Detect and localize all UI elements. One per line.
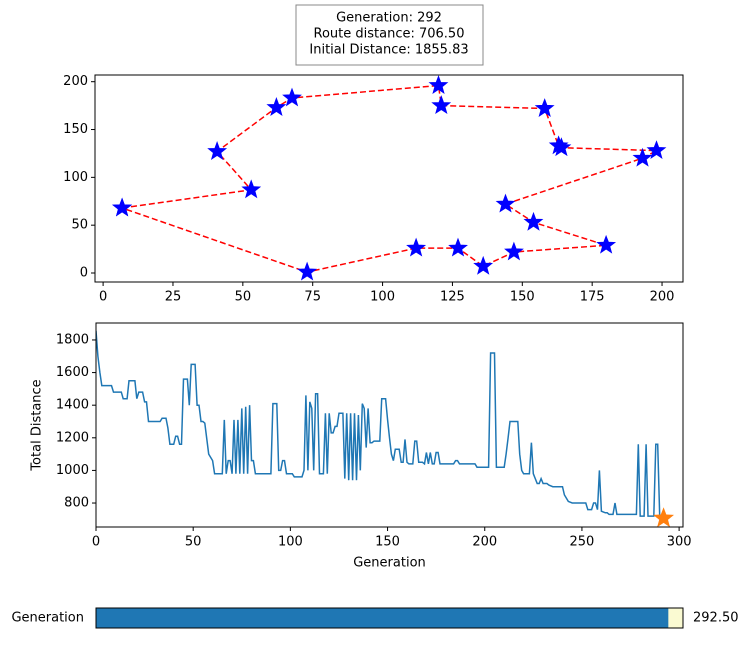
axes-frame: [95, 322, 684, 528]
x-tick-label: 50: [185, 535, 202, 550]
y-tick-label: 50: [71, 218, 88, 233]
y-tick-label: 1800: [56, 332, 89, 347]
x-tick-label: 175: [580, 290, 605, 305]
city-marker: [282, 87, 302, 107]
city-marker: [406, 237, 427, 257]
y-tick-label: 1200: [56, 430, 89, 445]
city-marker: [266, 97, 287, 116]
x-tick-label: 150: [510, 290, 535, 305]
slider-value: 292.50: [693, 611, 739, 626]
y-tick-label: 1000: [56, 463, 89, 478]
x-tick-label: 25: [165, 290, 182, 305]
x-tick-label: 200: [472, 535, 497, 550]
city-marker: [646, 140, 667, 159]
city-marker: [428, 75, 449, 94]
slider-frame[interactable]: [95, 607, 684, 629]
y-tick-label: 100: [63, 170, 88, 185]
x-tick-label: 250: [570, 535, 595, 550]
x-tick-label: 125: [440, 290, 465, 305]
city-marker: [596, 234, 617, 254]
x-tick-label: 75: [304, 290, 321, 305]
city-marker: [551, 137, 572, 157]
plot-area: [96, 330, 674, 527]
plot-area: [112, 75, 667, 281]
info-line: Initial Distance: 1855.83: [309, 43, 468, 58]
x-tick-label: 300: [667, 535, 692, 550]
data-line: [121, 84, 660, 273]
city-marker: [448, 237, 468, 257]
city-marker: [112, 197, 133, 217]
current-marker: [653, 507, 674, 527]
data-line: [96, 330, 664, 519]
y-tick-label: 200: [63, 74, 88, 89]
y-tick-label: 1600: [56, 365, 89, 380]
x-tick-label: 0: [92, 535, 100, 550]
y-tick-label: 800: [64, 496, 89, 511]
y-tick-label: 1400: [56, 398, 89, 413]
x-axis-label: Generation: [353, 556, 426, 571]
x-tick-label: 100: [370, 290, 395, 305]
city-marker: [495, 193, 516, 213]
city-marker: [241, 179, 262, 199]
x-tick-label: 0: [99, 290, 107, 305]
axes-frame: [94, 74, 684, 283]
slider-label: Generation: [11, 611, 84, 626]
info-line: Route distance: 706.50: [314, 27, 465, 42]
city-marker: [534, 98, 555, 117]
y-tick-label: 0: [80, 266, 88, 281]
city-marker: [207, 141, 228, 160]
slider-fill: [96, 608, 669, 628]
city-marker: [473, 255, 494, 275]
city-marker: [297, 261, 318, 281]
x-tick-label: 100: [278, 535, 303, 550]
x-tick-label: 200: [650, 290, 675, 305]
city-marker: [504, 241, 524, 261]
x-tick-label: 50: [235, 290, 252, 305]
info-line: Generation: 292: [336, 11, 442, 26]
city-marker: [632, 147, 653, 167]
info-box: [295, 4, 484, 66]
city-marker: [523, 211, 544, 231]
city-marker: [431, 95, 452, 115]
y-axis-label: Total Distance: [30, 379, 45, 471]
y-tick-label: 150: [63, 122, 88, 137]
x-tick-label: 150: [375, 535, 400, 550]
